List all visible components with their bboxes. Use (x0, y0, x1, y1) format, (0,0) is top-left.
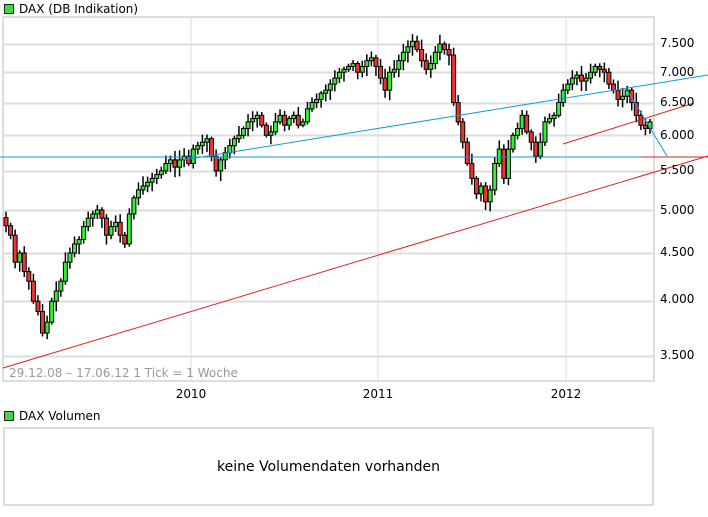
y-tick: 7.000 (660, 65, 695, 79)
main-legend-label: DAX (DB Indikation) (19, 2, 139, 16)
y-tick: 7.500 (660, 36, 695, 50)
y-tick: 4.000 (660, 292, 695, 306)
y-tick: 5.000 (660, 203, 695, 217)
y-tick: 4.500 (660, 245, 695, 259)
date-range-label: 29.12.08 – 17.06.12 1 Tick = 1 Woche (9, 366, 238, 380)
legend-swatch-icon (4, 4, 14, 14)
candlestick-chart (0, 16, 708, 382)
x-tick: 2010 (175, 387, 207, 401)
x-tick: 2012 (550, 387, 582, 401)
y-tick: 5.500 (660, 163, 695, 177)
no-volume-message: keine Volumendaten vorhanden (217, 459, 440, 475)
legend-swatch-icon (4, 411, 14, 421)
x-tick: 2011 (362, 387, 394, 401)
y-tick: 3.500 (660, 348, 695, 362)
y-tick: 6.000 (660, 128, 695, 142)
volume-legend: DAX Volumen (4, 409, 101, 423)
volume-panel: keine Volumendaten vorhanden (3, 427, 654, 506)
y-tick: 6.500 (660, 95, 695, 109)
main-chart-legend: DAX (DB Indikation) (4, 2, 138, 16)
volume-legend-label: DAX Volumen (19, 409, 101, 423)
